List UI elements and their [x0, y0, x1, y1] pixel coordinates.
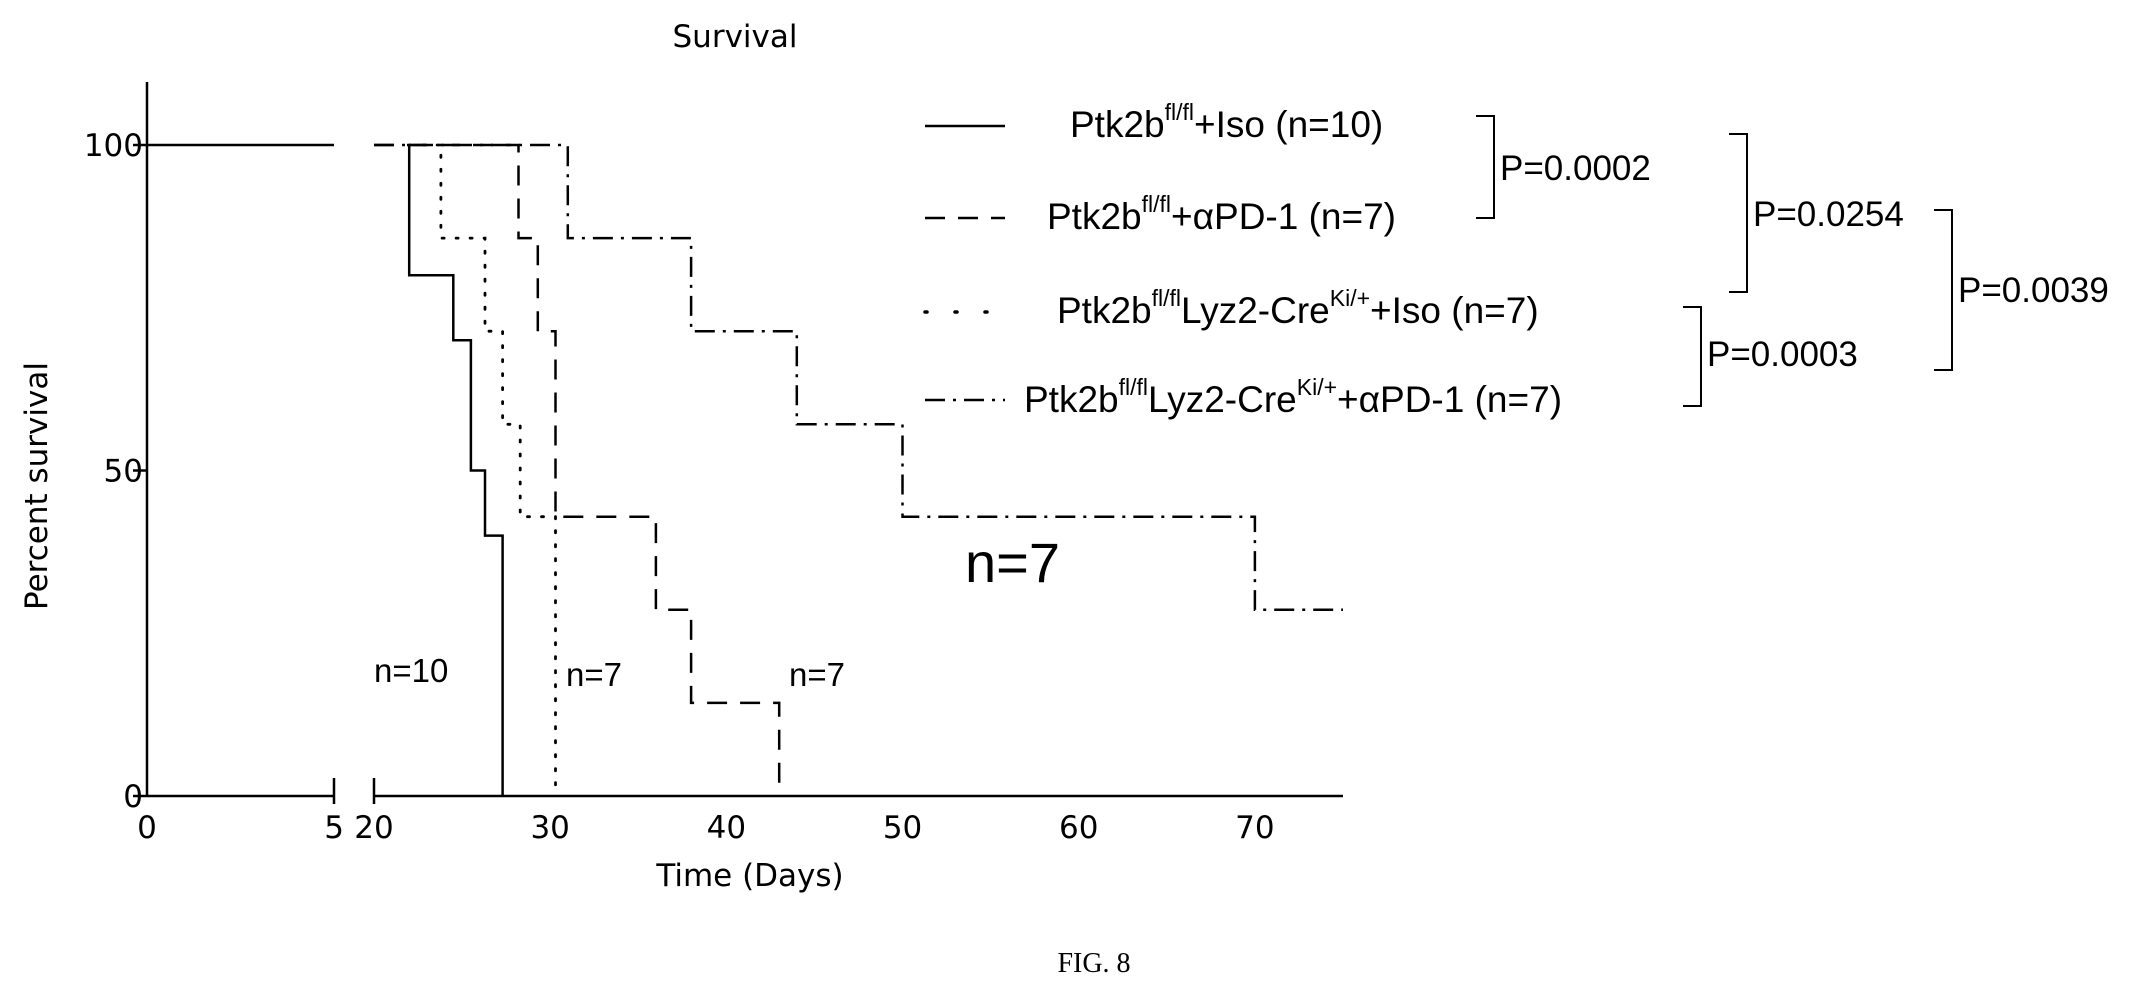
legend-label-2: Ptk2bfl/fl+αPD-1 (n=7): [1047, 191, 1396, 237]
x-tick-label: 70: [1235, 810, 1274, 846]
axes: [145, 82, 1343, 804]
bracket-1-vs-2: [1476, 115, 1495, 219]
y-axis-label: Percent survival: [19, 362, 55, 610]
significance-brackets: [1476, 115, 1953, 407]
x-ticks: 0 5 20 30 40 50 60 70: [137, 810, 1275, 846]
series-line-dashed: [374, 143, 781, 796]
annotation-n7-dashed: n=7: [789, 656, 845, 693]
bracket-3-vs-4: [1683, 306, 1702, 407]
x-axis-label: Time (Days): [655, 858, 843, 894]
annotation-n7-large: n=7: [965, 531, 1060, 594]
series-line-dotted: [407, 143, 557, 798]
chart-title: Survival: [673, 19, 798, 55]
p-value-1: P=0.0002: [1500, 149, 1651, 188]
annotation-n10: n=10: [374, 652, 448, 689]
p-value-4: P=0.0003: [1707, 335, 1858, 374]
legend-label-3: Ptk2bfl/flLyz2-CreKi/++Iso (n=7): [1057, 285, 1539, 331]
bracket-outer: [1934, 209, 1953, 371]
p-value-2: P=0.0254: [1753, 195, 1904, 234]
legend: Ptk2bfl/fl+Iso (n=10) Ptk2bfl/fl+αPD-1 (…: [923, 99, 1562, 420]
x-tick-label: 40: [707, 810, 746, 846]
y-tick-label: 50: [104, 454, 143, 490]
p-values: P=0.0002 P=0.0254 P=0.0039 P=0.0003: [1500, 149, 2109, 374]
legend-label-1: Ptk2bfl/fl+Iso (n=10): [1070, 99, 1383, 145]
p-value-3: P=0.0039: [1958, 271, 2109, 310]
x-tick-label: 30: [530, 810, 569, 846]
x-tick-label: 5: [324, 810, 344, 846]
figure-caption: FIG. 8: [1057, 948, 1130, 979]
annotation-n7-dotted: n=7: [566, 656, 622, 693]
y-tick-label: 100: [84, 128, 143, 164]
x-tick-label: 60: [1059, 810, 1098, 846]
y-tick-label: 0: [123, 779, 143, 815]
bracket-1or2-vs-3: [1729, 133, 1748, 293]
x-tick-label: 0: [137, 810, 157, 846]
series-layer: [147, 143, 1343, 798]
series-line-solid: [407, 145, 504, 796]
x-tick-label: 50: [883, 810, 922, 846]
y-ticks: 0 50 100: [84, 128, 147, 815]
legend-label-4: Ptk2bfl/flLyz2-CreKi/++αPD-1 (n=7): [1024, 374, 1562, 420]
x-tick-label: 20: [354, 810, 393, 846]
